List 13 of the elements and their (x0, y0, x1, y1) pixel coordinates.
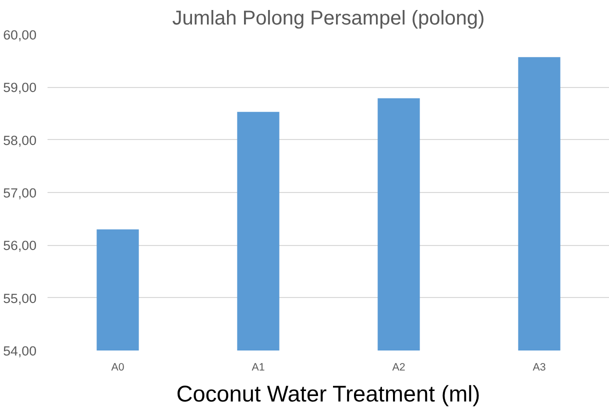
x-tick-label: A0 (111, 362, 124, 374)
x-axis-title: Coconut Water Treatment (ml) (176, 380, 480, 406)
y-tick-label: 60,00 (3, 28, 37, 42)
y-tick-label: 55,00 (3, 290, 37, 306)
y-tick-label: 56,00 (3, 238, 37, 254)
y-tick-label: 57,00 (3, 186, 37, 200)
y-tick-label: 59,00 (3, 80, 37, 96)
x-tick-label: A2 (392, 362, 406, 374)
x-tick-label: A3 (532, 362, 546, 374)
x-tick-label: A1 (252, 362, 265, 374)
chart-title: Jumlah Polong Persampel (polong) (172, 8, 485, 30)
y-tick-label: 58,00 (3, 132, 37, 148)
y-tick-label: 54,00 (3, 344, 37, 358)
